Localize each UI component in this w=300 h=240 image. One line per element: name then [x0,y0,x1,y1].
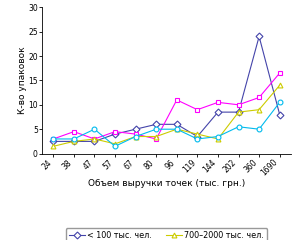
Киев [72,138,76,140]
Киев [196,138,199,140]
100–700 тыс. чел. [237,103,240,106]
< 100 тыс. чел. [72,140,76,143]
Киев [52,138,55,140]
Киев [175,128,178,131]
< 100 тыс. чел. [134,128,137,131]
100–700 тыс. чел. [52,138,55,140]
700–2000 тыс. чел. [237,111,240,114]
700–2000 тыс. чел. [175,128,178,131]
700–2000 тыс. чел. [257,108,261,111]
Y-axis label: К-во упаковок: К-во упаковок [18,47,27,114]
100–700 тыс. чел. [72,130,76,133]
< 100 тыс. чел. [237,111,240,114]
Киев [237,125,240,128]
100–700 тыс. чел. [93,138,96,140]
< 100 тыс. чел. [257,35,261,38]
< 100 тыс. чел. [196,135,199,138]
< 100 тыс. чел. [113,133,117,136]
Line: 100–700 тыс. чел.: 100–700 тыс. чел. [51,71,282,141]
< 100 тыс. чел. [93,140,96,143]
700–2000 тыс. чел. [52,145,55,148]
< 100 тыс. чел. [216,111,220,114]
Киев [257,128,261,131]
Киев [154,128,158,131]
700–2000 тыс. чел. [134,135,137,138]
< 100 тыс. чел. [154,123,158,126]
700–2000 тыс. чел. [278,84,281,87]
Киев [216,135,220,138]
100–700 тыс. чел. [154,138,158,140]
X-axis label: Объем выручки точек (тыс. грн.): Объем выручки точек (тыс. грн.) [88,179,245,188]
Line: 700–2000 тыс. чел.: 700–2000 тыс. чел. [51,83,282,149]
100–700 тыс. чел. [216,101,220,104]
100–700 тыс. чел. [257,96,261,99]
Line: Киев: Киев [51,100,282,149]
100–700 тыс. чел. [278,72,281,75]
Киев [113,145,117,148]
Киев [134,135,137,138]
100–700 тыс. чел. [134,133,137,136]
700–2000 тыс. чел. [196,133,199,136]
700–2000 тыс. чел. [93,138,96,140]
< 100 тыс. чел. [52,140,55,143]
Legend: < 100 тыс. чел., 100–700 тыс. чел., 700–2000 тыс. чел., Киев: < 100 тыс. чел., 100–700 тыс. чел., 700–… [65,228,268,240]
Line: < 100 тыс. чел.: < 100 тыс. чел. [51,34,282,144]
700–2000 тыс. чел. [113,142,117,145]
100–700 тыс. чел. [196,108,199,111]
Киев [93,128,96,131]
700–2000 тыс. чел. [216,138,220,140]
100–700 тыс. чел. [113,130,117,133]
< 100 тыс. чел. [175,123,178,126]
700–2000 тыс. чел. [154,135,158,138]
Киев [278,101,281,104]
< 100 тыс. чел. [278,113,281,116]
700–2000 тыс. чел. [72,140,76,143]
100–700 тыс. чел. [175,98,178,101]
